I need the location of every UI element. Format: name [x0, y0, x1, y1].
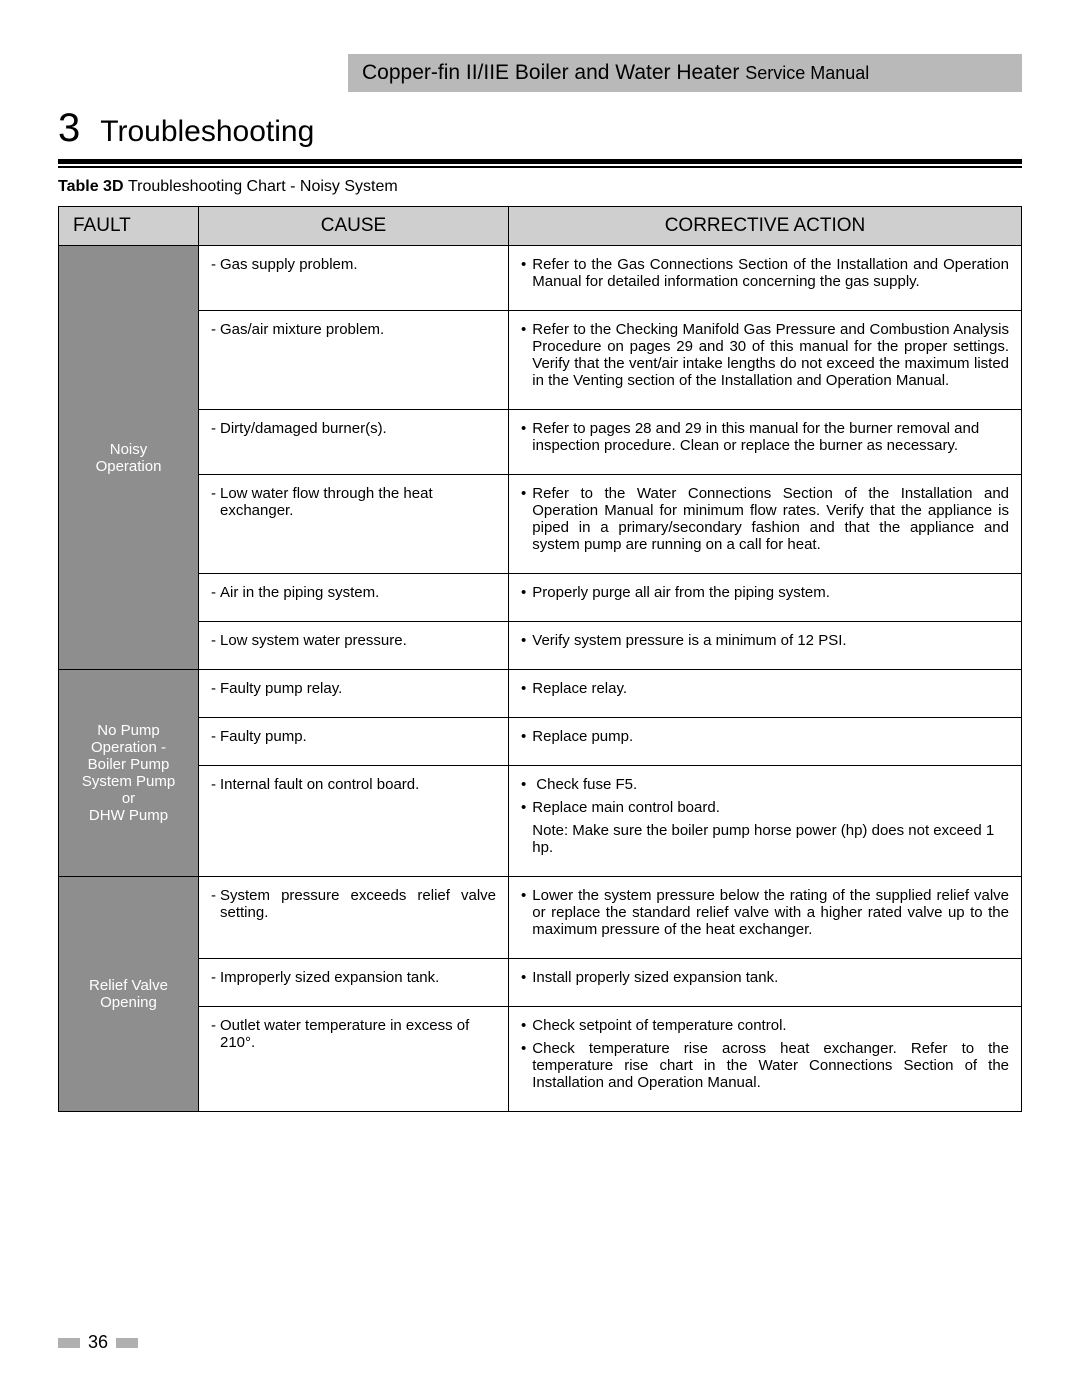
cause-cell: - Faulty pump. — [199, 718, 509, 766]
fault-cell: No PumpOperation -Boiler PumpSystem Pump… — [59, 670, 199, 877]
table-row: - Air in the piping system.•Properly pur… — [59, 574, 1022, 622]
col-header-cause: CAUSE — [199, 207, 509, 246]
cause-cell: - Dirty/damaged burner(s). — [199, 410, 509, 475]
table-caption: Table 3D Troubleshooting Chart - Noisy S… — [58, 178, 1022, 196]
cause-cell: - Low system water pressure. — [199, 622, 509, 670]
col-header-fault: FAULT — [59, 207, 199, 246]
table-row: - Outlet water temperature in excess of … — [59, 1007, 1022, 1112]
doc-type: Service Manual — [745, 63, 869, 83]
table-row: NoisyOperation- Gas supply problem.•Refe… — [59, 246, 1022, 311]
cause-cell: - Air in the piping system. — [199, 574, 509, 622]
page-number: 36 — [88, 1332, 108, 1353]
action-cell: •Refer to the Gas Connections Section of… — [509, 246, 1022, 311]
footer-decoration-right — [116, 1338, 138, 1348]
cause-cell: - Faulty pump relay. — [199, 670, 509, 718]
action-cell: •Refer to the Checking Manifold Gas Pres… — [509, 311, 1022, 410]
section-number: 3 — [58, 106, 80, 151]
cause-cell: - Low water flow through the heat exchan… — [199, 475, 509, 574]
table-row: - Faulty pump.•Replace pump. — [59, 718, 1022, 766]
cause-cell: - Internal fault on control board. — [199, 766, 509, 877]
page-footer: 36 — [58, 1332, 138, 1353]
cause-cell: - System pressure exceeds relief valve s… — [199, 877, 509, 959]
action-cell: •Check setpoint of temperature control.•… — [509, 1007, 1022, 1112]
table-row: - Dirty/damaged burner(s).•Refer to page… — [59, 410, 1022, 475]
heading-rule-thin — [58, 166, 1022, 168]
cause-cell: - Outlet water temperature in excess of … — [199, 1007, 509, 1112]
table-caption-text: Troubleshooting Chart - Noisy System — [128, 178, 398, 195]
table-row: - Low water flow through the heat exchan… — [59, 475, 1022, 574]
table-row: - Internal fault on control board.•Check… — [59, 766, 1022, 877]
document-header: Copper-fin II/IIE Boiler and Water Heate… — [348, 54, 1022, 92]
footer-decoration-left — [58, 1338, 80, 1348]
action-cell: •Properly purge all air from the piping … — [509, 574, 1022, 622]
fault-cell: NoisyOperation — [59, 246, 199, 670]
table-row: - Gas/air mixture problem.•Refer to the … — [59, 311, 1022, 410]
action-cell: •Verify system pressure is a minimum of … — [509, 622, 1022, 670]
cause-cell: - Gas/air mixture problem. — [199, 311, 509, 410]
cause-cell: - Improperly sized expansion tank. — [199, 959, 509, 1007]
table-row: - Improperly sized expansion tank.•Insta… — [59, 959, 1022, 1007]
table-row: - Low system water pressure.•Verify syst… — [59, 622, 1022, 670]
action-cell: •Replace relay. — [509, 670, 1022, 718]
action-cell: •Check fuse F5.•Replace main control boa… — [509, 766, 1022, 877]
table-caption-id: Table 3D — [58, 178, 124, 195]
fault-cell: Relief ValveOpening — [59, 877, 199, 1112]
table-row: Relief ValveOpening- System pressure exc… — [59, 877, 1022, 959]
product-name: Copper-fin II/IIE Boiler and Water Heate… — [362, 61, 739, 84]
troubleshooting-table: FAULT CAUSE CORRECTIVE ACTION NoisyOpera… — [58, 206, 1022, 1112]
section-heading: 3 Troubleshooting — [58, 106, 1022, 151]
action-cell: •Replace pump. — [509, 718, 1022, 766]
action-cell: •Refer to pages 28 and 29 in this manual… — [509, 410, 1022, 475]
action-cell: •Lower the system pressure below the rat… — [509, 877, 1022, 959]
page: Copper-fin II/IIE Boiler and Water Heate… — [0, 0, 1080, 1397]
section-title: Troubleshooting — [100, 115, 314, 149]
table-header-row: FAULT CAUSE CORRECTIVE ACTION — [59, 207, 1022, 246]
col-header-action: CORRECTIVE ACTION — [509, 207, 1022, 246]
action-cell: •Refer to the Water Connections Section … — [509, 475, 1022, 574]
table-row: No PumpOperation -Boiler PumpSystem Pump… — [59, 670, 1022, 718]
cause-cell: - Gas supply problem. — [199, 246, 509, 311]
heading-rule-thick — [58, 159, 1022, 164]
action-cell: •Install properly sized expansion tank. — [509, 959, 1022, 1007]
